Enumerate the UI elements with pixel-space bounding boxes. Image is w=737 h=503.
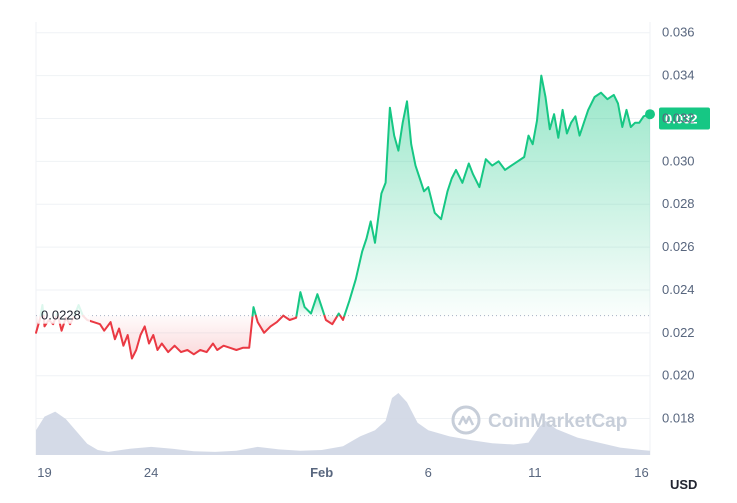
- y-tick-label: 0.030: [662, 153, 695, 168]
- x-tick-label: 19: [37, 465, 51, 480]
- grid-lines: [35, 22, 651, 455]
- price-line-down: [323, 314, 339, 326]
- x-axis: 19 24 Feb 6 11 16: [37, 465, 648, 480]
- y-tick-label: 0.024: [662, 282, 695, 297]
- price-line-down: [339, 314, 346, 321]
- price-line-up: [251, 306, 257, 317]
- price-line-down: [81, 314, 254, 360]
- y-tick-label: 0.020: [662, 368, 695, 383]
- current-price-label: 0.032: [665, 112, 698, 127]
- price-line-up: [343, 74, 651, 317]
- price-area-fill: [36, 75, 650, 359]
- price-fill-down: [82, 315, 253, 359]
- baseline-label-background: [38, 303, 90, 324]
- x-tick-label: 6: [425, 465, 432, 480]
- current-price-tag: 0.032: [659, 107, 710, 130]
- y-tick-label: 0.032: [662, 110, 695, 125]
- y-tick-label: 0.028: [662, 196, 695, 211]
- price-fill-up: [344, 75, 650, 316]
- volume-area-path: [36, 393, 650, 455]
- coinmarketcap-watermark: CoinMarketCap: [451, 405, 627, 435]
- coinmarketcap-logo-icon: [451, 405, 481, 435]
- y-tick-label: 0.036: [662, 25, 695, 40]
- y-axis: 0.036 0.034 0.032 0.030 0.028 0.026 0.024 0.022…: [662, 25, 695, 426]
- price-fill-up: [296, 292, 325, 316]
- watermark-text: CoinMarketCap: [488, 411, 627, 432]
- x-tick-label: 16: [634, 465, 648, 480]
- price-fill-down: [324, 315, 338, 325]
- baseline-label: 0.0228: [41, 308, 81, 323]
- y-tick-label: 0.026: [662, 239, 695, 254]
- y-tick-label: 0.022: [662, 325, 695, 340]
- x-tick-label: 11: [528, 465, 542, 480]
- baseline-label-group: 0.0228: [38, 303, 90, 324]
- current-price-dot: [645, 109, 655, 120]
- y-tick-label: 0.034: [662, 68, 695, 83]
- y-tick-label: 0.018: [662, 411, 695, 426]
- price-fill-down: [255, 315, 284, 333]
- coinmarketcap-logo-mark: [457, 415, 475, 426]
- price-line-up: [295, 291, 326, 317]
- x-tick-label: 24: [144, 465, 158, 480]
- currency-unit-label: USD: [670, 477, 697, 492]
- volume-area: [36, 393, 650, 455]
- x-tick-label: Feb: [310, 465, 333, 480]
- price-line-down: [282, 314, 298, 321]
- current-price-tag-background: [659, 107, 710, 130]
- price-line-down: [254, 314, 285, 334]
